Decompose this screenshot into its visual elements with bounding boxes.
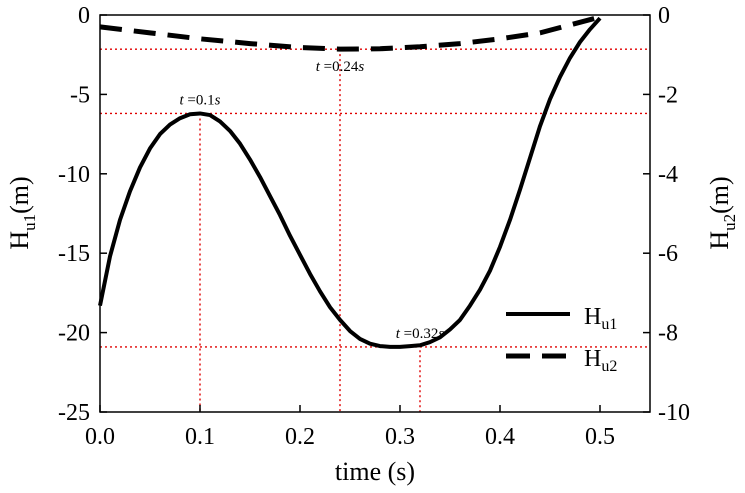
x-tick-label: 0.4	[485, 424, 515, 450]
y-left-tick-label: -10	[58, 162, 90, 188]
annotation-layer: t =0.1s t =0.24s t =0.32s	[180, 59, 445, 342]
y-left-tick-label: -25	[58, 400, 90, 426]
axes-layer: 0.0 0.1 0.2 0.3 0.4 0.5 0 -5 -10 -15 -20 -25 0 -2 -4 -6…	[5, 3, 739, 486]
x-axis-label: time (s)	[335, 457, 415, 486]
y-left-tick-label: -5	[70, 82, 90, 108]
series-line-hu1	[98, 16, 602, 349]
y-right-tick-label: -10	[658, 400, 690, 426]
annotation-label: t =0.1s	[180, 92, 221, 108]
legend-label-hu1: Hu1	[584, 304, 617, 333]
x-tick-label: 0.5	[585, 424, 615, 450]
y-right-tick-label: -2	[658, 82, 678, 108]
x-tick-label: 0.1	[185, 424, 215, 450]
legend-label-hu2: Hu2	[584, 346, 617, 375]
x-tick-label: 0.3	[385, 424, 415, 450]
y-right-axis-label: Hu2(m)	[705, 176, 739, 249]
y-left-axis-label: Hu1(m)	[5, 176, 39, 249]
x-tick-label: 0.0	[85, 424, 115, 450]
plot-frame	[99, 14, 651, 413]
series-line-hu2	[99, 14, 601, 52]
y-right-tick-label: 0	[658, 3, 670, 29]
y-left-tick-label: -20	[58, 321, 90, 347]
annotation-label: t =0.24s	[316, 59, 365, 75]
y-left-tick-label: 0	[78, 3, 90, 29]
y-right-tick-label: -4	[658, 162, 678, 188]
y-right-tick-label: -8	[658, 321, 678, 347]
series-layer	[98, 14, 602, 349]
x-tick-label: 0.2	[285, 424, 315, 450]
y-right-tick-label: -6	[658, 241, 678, 267]
annotation-label: t =0.32s	[396, 326, 445, 342]
y-left-tick-label: -15	[58, 241, 90, 267]
